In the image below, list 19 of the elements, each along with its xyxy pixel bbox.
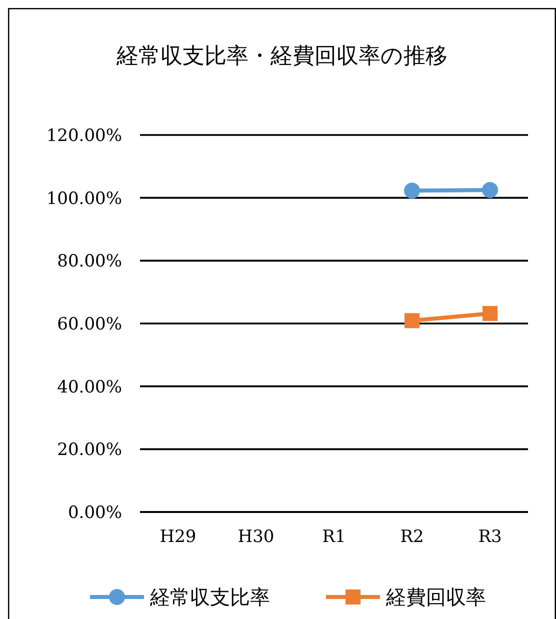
x-tick-label: H30 [238,527,274,547]
point [482,306,498,321]
y-tick-label: 80.00% [57,252,122,272]
legend-label: 経常収支比率 [149,585,270,609]
point [482,182,498,198]
y-tick-label: 20.00% [57,440,122,460]
y-tick-label: 60.00% [57,314,122,334]
y-tick-label: 0.00% [68,502,122,523]
y-tick-label: 40.00% [57,377,122,398]
x-tick-label: R3 [478,527,502,547]
x-tick-label: R1 [322,527,346,547]
legend-label: 経費回収率 [385,585,486,609]
point [404,313,420,328]
y-tick-label: 120.00% [46,126,122,146]
x-tick-label: H29 [160,527,196,547]
y-tick-label: 100.00% [46,188,122,209]
x-tick-label: R2 [400,527,424,547]
chart-title: 経常収支比率・経費回収率の推移 [116,44,448,69]
point [404,182,420,199]
